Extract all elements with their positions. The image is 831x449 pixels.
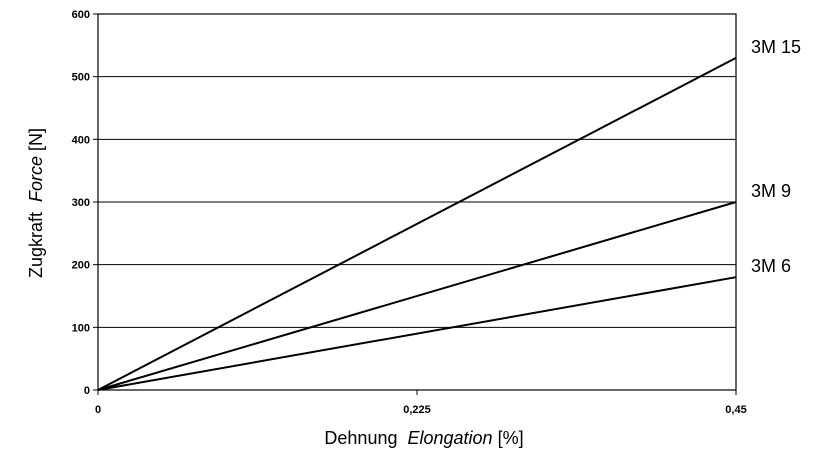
series-line-3m-6 (97, 276, 737, 391)
y-tick-label-400: 400 (72, 134, 90, 146)
y-tick-label-500: 500 (72, 72, 90, 84)
y-tick-label-300: 300 (72, 197, 90, 209)
x-tick-label-0,45: 0,45 (725, 404, 746, 416)
x-axis-title-unit: [%] (498, 428, 524, 448)
y-tick-labels: 0 100 200 300 400 500 600 (72, 9, 90, 397)
y-tick-label-0: 0 (84, 385, 90, 397)
y-axis-title-unit: [N] (26, 128, 46, 151)
series-line-3m-9 (97, 201, 737, 391)
y-axis-title: Zugkraft Force [N] (26, 128, 46, 278)
y-tick-label-200: 200 (72, 260, 90, 272)
x-axis-title-plain: Dehnung (324, 428, 397, 448)
y-tick-label-600: 600 (72, 9, 90, 21)
series-lines (97, 56, 737, 391)
x-tick-label-0: 0 (95, 404, 101, 416)
series-labels: 3M 15 3M 9 3M 6 (751, 37, 801, 276)
x-axis-title-italic: Elongation (407, 428, 492, 448)
y-axis-title-plain: Zugkraft (26, 212, 46, 278)
x-tick-labels: 0 0,225 0,45 (95, 404, 747, 416)
gridlines (93, 13, 737, 395)
y-axis-title-italic: Force (26, 156, 46, 202)
series-label-3m-9: 3M 9 (751, 181, 791, 201)
series-label-3m-15: 3M 15 (751, 37, 801, 57)
x-tick-label-0,225: 0,225 (403, 404, 431, 416)
x-axis-title: Dehnung Elongation [%] (324, 428, 523, 448)
series-label-3m-6: 3M 6 (751, 256, 791, 276)
y-tick-label-100: 100 (72, 322, 90, 334)
series-line-3m-15 (97, 56, 737, 391)
